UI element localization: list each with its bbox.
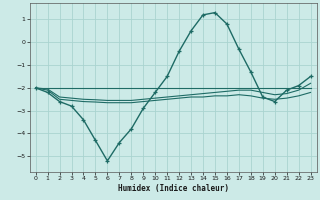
- X-axis label: Humidex (Indice chaleur): Humidex (Indice chaleur): [118, 184, 228, 193]
